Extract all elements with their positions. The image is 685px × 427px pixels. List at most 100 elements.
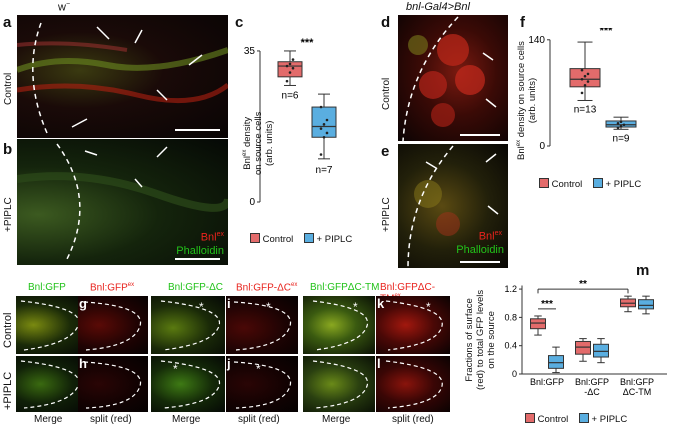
micrograph-l-merge <box>303 356 375 412</box>
box-0-point <box>580 68 584 72</box>
legend-label-piplc: + PIPLC <box>591 414 628 425</box>
row-label-control-a: Control <box>3 72 14 105</box>
y-tick-label: 0.4 <box>504 341 517 351</box>
panel-label-g: g <box>79 296 87 311</box>
box-1-point <box>319 127 323 130</box>
legend-swatch-control <box>250 233 260 243</box>
chart-c-ylabel: Bnlex density on source cells (arb. unit… <box>242 111 276 175</box>
micrograph-i-split: * <box>226 296 298 354</box>
header-bnl-gfp-dc-split: Bnl:GFP-ΔCex <box>236 282 298 294</box>
box-1-1-box <box>593 343 609 358</box>
genotype-header-bnl-gal4: bnl-Gal4>Bnl <box>406 1 470 13</box>
legend-label-control: Control <box>551 179 583 190</box>
micrograph-e: Bnlex Phalloidin <box>398 144 508 268</box>
sig-label-2: ** <box>579 279 587 290</box>
box-0-point <box>586 80 590 83</box>
boxplot-f: 140 0 *** n=13 n=9 <box>528 28 637 152</box>
micrograph-i-merge: * <box>151 296 225 354</box>
row-label-control-g: Control <box>2 312 14 348</box>
box-0-point <box>288 62 292 66</box>
micrograph-a-texture <box>17 22 228 134</box>
panel-label-h: h <box>79 356 87 371</box>
n-label: n=9 <box>613 133 630 144</box>
footer-merge-2: Merge <box>172 414 201 425</box>
box-0-point <box>288 71 292 74</box>
box-1-point <box>616 126 620 130</box>
legend-label-piplc: + PIPLC <box>605 179 642 190</box>
n-label: n=6 <box>282 90 299 101</box>
y-tick-label: 0 <box>539 141 545 152</box>
box-0-point <box>580 77 584 81</box>
box-1-point <box>322 135 326 139</box>
panel-label-f: f <box>520 14 525 31</box>
asterisk-marker: * <box>426 300 431 314</box>
box-0-point <box>291 58 295 61</box>
n-label: n=7 <box>316 165 333 176</box>
stain-legend-red: Bnlex <box>478 230 502 243</box>
micrograph-j-split: * <box>226 356 298 412</box>
legend-label-piplc: + PIPLC <box>316 234 353 245</box>
x-tick-label-line: ΔC-TM <box>623 387 652 397</box>
boxplot-c: 35 0 *** n=6 n=7 <box>244 37 337 208</box>
significance-label: *** <box>301 37 315 49</box>
micrograph-j-merge: * <box>151 356 225 412</box>
box-0-point <box>586 72 590 76</box>
panel-label-d: d <box>381 14 391 31</box>
genotype-header-w: w− <box>58 1 71 14</box>
box-1-point <box>616 121 620 125</box>
x-tick-label: Bnl:GFP <box>530 377 564 387</box>
micrograph-a <box>17 15 228 138</box>
box-1-point <box>322 123 326 126</box>
stain-legend-green: Phalloidin <box>176 245 224 257</box>
x-tick-label-line: Bnl:GFP <box>620 377 654 387</box>
panel-label-j: j <box>227 356 231 371</box>
header-bnl-gfp-merge: Bnl:GFP <box>28 282 66 293</box>
scale-bar <box>175 258 220 260</box>
footer-split-2: split (red) <box>238 414 280 425</box>
micrograph-e-texture <box>407 145 499 268</box>
header-bnl-gfp-dc-merge: Bnl:GFP-ΔC <box>168 282 224 293</box>
box-1-point <box>319 153 323 156</box>
box-1-point <box>619 124 623 128</box>
y-tick-label: 0 <box>512 369 517 379</box>
scale-bar <box>175 129 220 131</box>
panel-label-b: b <box>3 141 13 158</box>
x-tick-label: Bnl:GFP -ΔC <box>575 377 609 397</box>
x-tick-label-line: Bnl:GFP <box>575 377 609 387</box>
box-0-point <box>291 66 295 70</box>
legend-label-control: Control <box>537 414 569 425</box>
box-0-point <box>285 79 289 83</box>
legend-c: Control + PIPLC <box>250 233 352 245</box>
asterisk-marker: * <box>353 300 358 314</box>
box-1-point <box>325 131 329 135</box>
legend-swatch-piplc <box>303 233 314 243</box>
stain-legend-green: Phalloidin <box>456 244 504 256</box>
footer-split-3: split (red) <box>392 414 434 425</box>
box-0-point <box>285 64 289 68</box>
box-1-point <box>325 118 329 122</box>
panel-label-l: l <box>377 356 381 371</box>
stain-legend-red: Bnlex <box>200 231 224 244</box>
header-bnl-gfp-dctm-merge: Bnl:GFPΔC-TM <box>310 282 380 293</box>
panel-label-i: i <box>227 296 231 311</box>
footer-merge-3: Merge <box>322 414 351 425</box>
box-0-point <box>580 91 584 95</box>
y-tick-label: 35 <box>244 46 256 57</box>
legend-swatch-control <box>525 413 535 423</box>
y-tick-label: 0 <box>249 197 255 208</box>
micrograph-k-split: * <box>376 296 450 354</box>
panel-label-c: c <box>235 14 244 31</box>
micrograph-h-merge <box>16 356 86 412</box>
asterisk-marker: * <box>199 300 204 314</box>
scale-bar <box>460 261 500 263</box>
micrograph-g-merge <box>16 296 86 354</box>
micrograph-b-texture <box>17 143 228 260</box>
asterisk-marker: * <box>266 300 271 314</box>
legend-swatch-piplc <box>592 178 603 188</box>
legend-m: Control + PIPLC <box>525 413 627 425</box>
box-1-0-box <box>548 355 564 369</box>
y-tick-label: 1.2 <box>504 284 517 294</box>
row-label-control-d: Control <box>381 77 392 110</box>
legend-label-control: Control <box>262 234 294 245</box>
